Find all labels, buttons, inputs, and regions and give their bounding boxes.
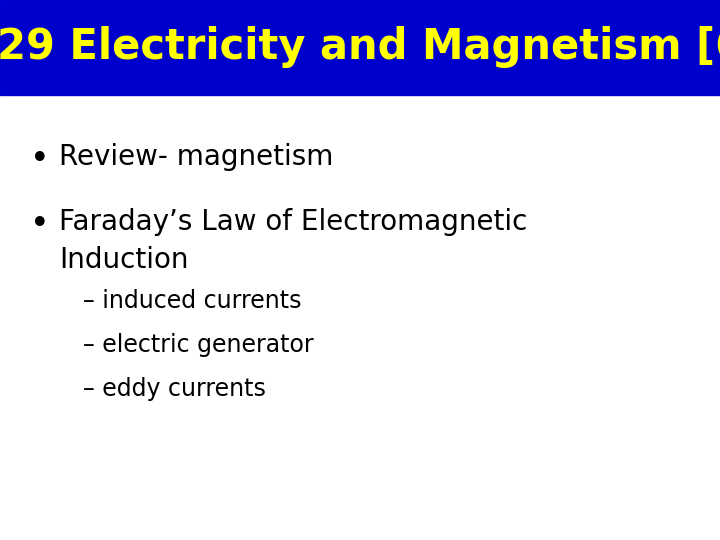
Text: •: • bbox=[30, 208, 50, 241]
Text: Review- magnetism: Review- magnetism bbox=[59, 143, 333, 171]
Text: L 29 Electricity and Magnetism [6]: L 29 Electricity and Magnetism [6] bbox=[0, 26, 720, 68]
Text: Faraday’s Law of Electromagnetic: Faraday’s Law of Electromagnetic bbox=[59, 208, 528, 236]
Text: Induction: Induction bbox=[59, 246, 189, 274]
Text: – induced currents: – induced currents bbox=[83, 289, 301, 313]
Text: – electric generator: – electric generator bbox=[83, 333, 313, 357]
Text: – eddy currents: – eddy currents bbox=[83, 377, 266, 401]
Bar bbox=[0, 0, 720, 94]
Text: •: • bbox=[30, 143, 50, 176]
